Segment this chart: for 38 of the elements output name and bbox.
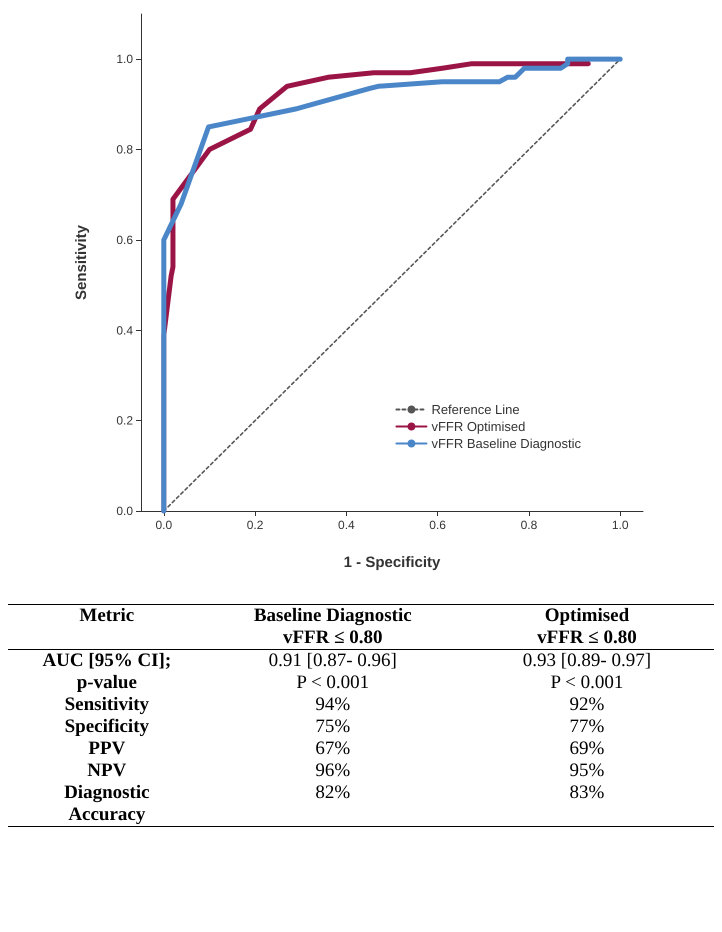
x-tick-label: 0.4	[338, 518, 356, 532]
text: 75%	[314, 716, 352, 738]
legend-label: vFFR Optimised	[431, 419, 526, 434]
text: Sensitivity	[64, 694, 150, 716]
x-tick-label: 0.0	[155, 518, 172, 532]
text: Optimised vFFR ≤ 0.80	[536, 604, 638, 650]
text: 77%	[568, 716, 606, 738]
text: 67%	[314, 738, 352, 760]
y-tick-label: 0.0	[116, 504, 134, 518]
text: Diagnostic Accuracy	[63, 782, 151, 826]
legend-label: Reference Line	[431, 402, 520, 417]
text: 95%	[568, 760, 606, 782]
text: 0.93 [0.89- 0.97] P < 0.001	[522, 650, 652, 694]
x-tick-label: 0.8	[520, 518, 538, 532]
text: Specificity	[64, 716, 150, 738]
legend-label: vFFR Baseline Diagnostic	[431, 436, 582, 451]
y-tick-label: 0.6	[116, 232, 134, 247]
x-tick-label: 0.6	[429, 518, 446, 532]
text: 94%	[314, 694, 352, 716]
y-tick-label: 0.8	[116, 142, 134, 157]
text: 92%	[568, 694, 606, 716]
y-tick-label: 1.0	[116, 52, 134, 66]
text: 69%	[568, 738, 606, 760]
text: 83%	[568, 782, 606, 805]
y-tick-label: 0.2	[116, 414, 134, 428]
y-axis-title: Sensitivity	[73, 224, 90, 300]
text: 82%	[314, 782, 352, 805]
text: AUC [95% CI]; p-value	[41, 650, 172, 694]
text: 0.91 [0.87- 0.96] P < 0.001	[268, 650, 398, 694]
y-tick-label: 0.4	[116, 323, 134, 338]
text: Metric	[78, 604, 136, 628]
x-tick-label: 0.2	[246, 518, 264, 532]
text: PPV	[87, 738, 126, 760]
x-axis-title: 1 - Specificity	[344, 554, 442, 571]
text: NPV	[86, 760, 128, 782]
text: Baseline Diagnostic vFFR ≤ 0.80	[252, 604, 413, 650]
text: 96%	[314, 760, 352, 782]
x-tick-label: 1.0	[612, 518, 629, 532]
